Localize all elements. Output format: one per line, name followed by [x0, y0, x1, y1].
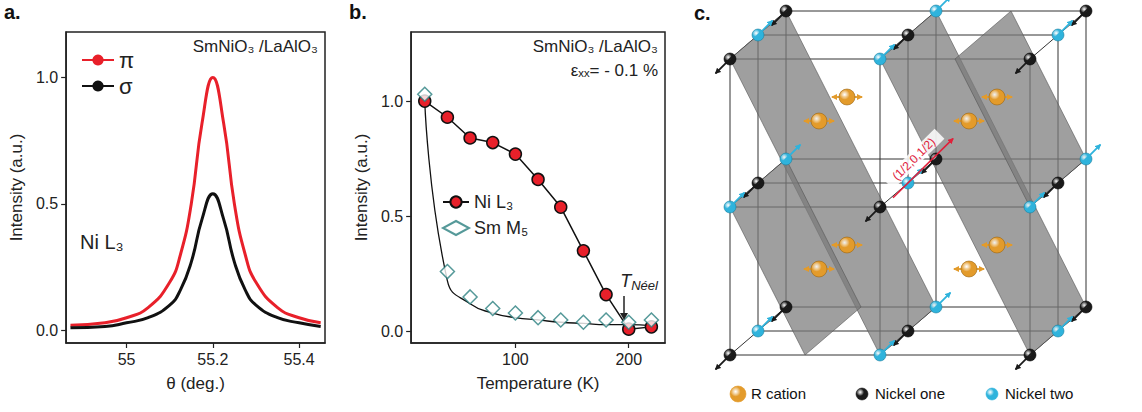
svg-text:0.0: 0.0 [381, 323, 403, 340]
svg-text:Nickel two: Nickel two [1005, 385, 1073, 402]
svg-text:SmNiO₃ /LaAlO₃: SmNiO₃ /LaAlO₃ [193, 37, 318, 56]
svg-text:SmNiO₃ /LaAlO₃: SmNiO₃ /LaAlO₃ [533, 37, 658, 56]
svg-text:0.5: 0.5 [381, 208, 403, 225]
svg-text:Sm M₅: Sm M₅ [474, 218, 528, 238]
svg-text:55.2: 55.2 [197, 351, 228, 368]
svg-text:55.4: 55.4 [284, 351, 315, 368]
svg-text:100: 100 [502, 351, 529, 368]
svg-text:(1/2,0,1/2): (1/2,0,1/2) [889, 135, 938, 183]
svg-text:R cation: R cation [751, 385, 806, 402]
svg-text:1.0: 1.0 [36, 69, 58, 86]
svg-text:1.0: 1.0 [381, 93, 403, 110]
svg-text:200: 200 [615, 351, 642, 368]
svg-text:Nickel one: Nickel one [875, 385, 945, 402]
svg-text:0.0: 0.0 [36, 322, 58, 339]
svg-text:55: 55 [118, 351, 136, 368]
svg-text:0.5: 0.5 [36, 195, 58, 212]
svg-text:Ni L₃: Ni L₃ [80, 231, 124, 253]
svg-text:Ni L₃: Ni L₃ [474, 192, 513, 212]
svg-text:εₓₓ= - 0.1 %: εₓₓ= - 0.1 % [571, 61, 658, 80]
svg-text:Temperature (K): Temperature (K) [477, 374, 600, 393]
svg-text:Intensity (a.u.): Intensity (a.u.) [7, 134, 26, 242]
svg-text:Intensity (a.u.): Intensity (a.u.) [352, 134, 371, 242]
svg-text:Néel: Néel [631, 278, 659, 293]
svg-text:θ (deg.): θ (deg.) [166, 374, 225, 393]
svg-text:T: T [620, 270, 632, 291]
svg-text:σ: σ [119, 74, 133, 99]
svg-text:c.: c. [694, 2, 711, 24]
svg-text:a.: a. [4, 1, 21, 23]
svg-text:b.: b. [349, 1, 367, 23]
svg-text:π: π [119, 48, 134, 73]
